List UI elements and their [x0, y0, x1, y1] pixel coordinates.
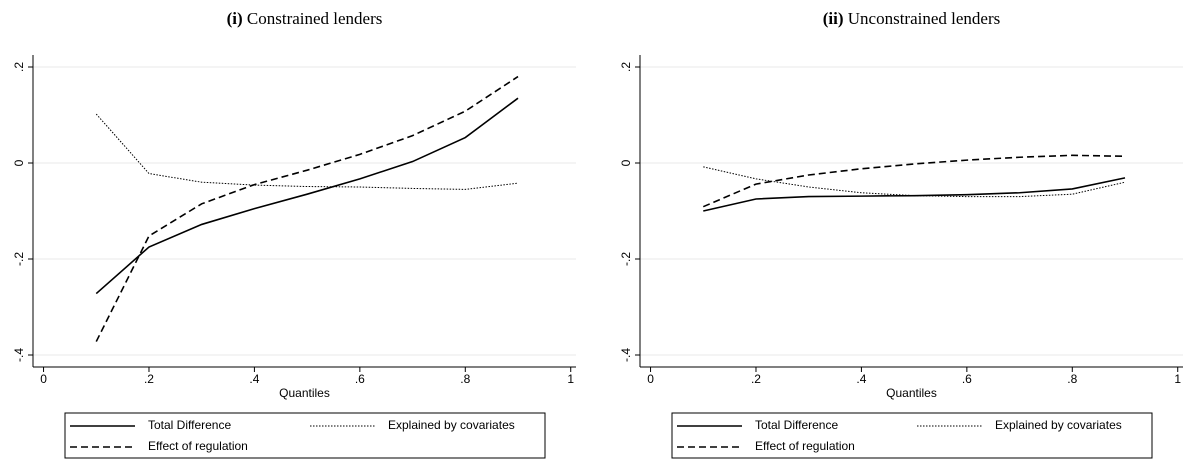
y-tick-label: 0 [619, 159, 633, 166]
x-axis-label: Quantiles [886, 386, 937, 400]
legend-label: Total Difference [148, 418, 231, 432]
legend-box [64, 412, 546, 459]
y-tick-label: .2 [12, 62, 26, 72]
title-text: Constrained lenders [247, 9, 383, 28]
x-tick-label: .2 [751, 372, 761, 386]
x-tick-label: .4 [249, 372, 259, 386]
x-tick-label: .8 [1067, 372, 1077, 386]
x-tick-label: .4 [856, 372, 866, 386]
series-line [702, 154, 1126, 208]
chart-title: (ii) Unconstrained lenders [823, 9, 1001, 28]
chart-title: (i) Constrained lenders [227, 9, 383, 28]
y-tick-label: 0 [12, 159, 26, 166]
x-axis-label: Quantiles [279, 386, 330, 400]
legend-label: Effect of regulation [148, 439, 248, 453]
panel-label: (ii) [823, 9, 844, 28]
x-tick-label: 1 [567, 372, 574, 386]
series-line [95, 75, 519, 342]
series-line [95, 97, 519, 295]
y-tick-label: .2 [619, 62, 633, 72]
y-tick-label: -.4 [619, 348, 633, 362]
x-tick-label: 1 [1174, 372, 1181, 386]
series-line [95, 113, 519, 190]
x-tick-label: .6 [962, 372, 972, 386]
x-tick-label: .2 [144, 372, 154, 386]
legend-box [671, 412, 1153, 459]
legend-label: Explained by covariates [388, 418, 515, 432]
legend-label: Effect of regulation [755, 439, 855, 453]
x-tick-label: .8 [460, 372, 470, 386]
x-tick-label: .6 [355, 372, 365, 386]
y-tick-label: -.4 [12, 348, 26, 362]
x-tick-label: 0 [40, 372, 47, 386]
title-text: Unconstrained lenders [848, 9, 1000, 28]
y-tick-label: -.2 [619, 252, 633, 266]
y-tick-label: -.2 [12, 252, 26, 266]
panel-label: (i) [227, 9, 243, 28]
legend-label: Total Difference [755, 418, 838, 432]
series-line [703, 166, 1126, 198]
legend-label: Explained by covariates [995, 418, 1122, 432]
x-tick-label: 0 [647, 372, 654, 386]
